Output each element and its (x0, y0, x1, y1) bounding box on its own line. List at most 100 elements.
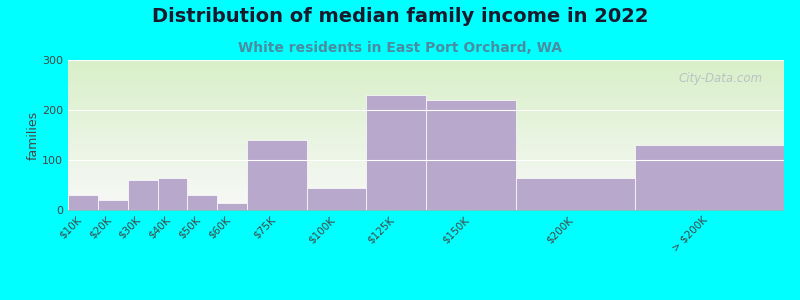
Bar (68, 109, 784, 110)
Bar (68, 118, 784, 119)
Bar (68, 101, 784, 102)
Bar (68, 84, 784, 85)
Bar (366, 95, 426, 210)
Bar (68, 199, 784, 200)
Bar (68, 208, 784, 209)
Bar (68, 126, 784, 127)
Text: City-Data.com: City-Data.com (678, 72, 762, 85)
Bar (68, 130, 784, 131)
Bar (68, 201, 784, 202)
Bar (68, 177, 784, 178)
Bar (68, 167, 784, 168)
Bar (68, 160, 784, 161)
Bar (68, 157, 784, 158)
Bar (68, 82, 784, 83)
Bar (68, 187, 784, 188)
Bar (68, 76, 784, 77)
Bar (68, 200, 784, 201)
Bar (68, 119, 784, 120)
Bar (68, 78, 784, 79)
Bar (68, 194, 784, 195)
Bar (68, 128, 784, 129)
Bar (68, 133, 784, 134)
Bar (635, 145, 784, 210)
Bar (68, 121, 784, 122)
Bar (68, 153, 784, 154)
Bar (68, 192, 784, 193)
Bar (68, 86, 784, 87)
Bar (68, 106, 784, 107)
Bar (68, 202, 784, 203)
Bar (68, 204, 784, 205)
Bar (68, 70, 784, 71)
Bar (68, 198, 784, 199)
Bar (68, 85, 784, 86)
Bar (68, 169, 784, 170)
Bar (68, 209, 784, 210)
Bar (68, 160, 784, 161)
Bar (68, 143, 784, 144)
Bar (68, 178, 784, 179)
Bar (68, 81, 784, 82)
Bar (68, 95, 784, 96)
Bar (68, 71, 784, 72)
Bar (68, 91, 784, 92)
Bar (68, 173, 784, 174)
Bar (68, 98, 784, 99)
Bar (128, 180, 158, 210)
Bar (68, 190, 784, 191)
Bar (68, 122, 784, 123)
Bar (68, 182, 784, 183)
Bar (68, 171, 784, 172)
Bar (68, 185, 784, 186)
Bar (68, 203, 784, 204)
Bar (68, 137, 784, 138)
Bar (68, 60, 784, 61)
Bar (68, 149, 784, 150)
Bar (68, 146, 784, 147)
Bar (68, 85, 784, 86)
Bar (68, 144, 784, 145)
Bar (68, 184, 784, 185)
Bar (68, 77, 784, 78)
Bar (68, 148, 784, 149)
Bar (68, 120, 784, 121)
Bar (68, 196, 784, 197)
Bar (68, 145, 784, 146)
Bar (68, 68, 784, 69)
Bar (68, 174, 784, 175)
Text: White residents in East Port Orchard, WA: White residents in East Port Orchard, WA (238, 40, 562, 55)
Bar (68, 163, 784, 164)
Bar (68, 117, 784, 118)
Bar (68, 61, 784, 62)
Bar (68, 69, 784, 70)
Bar (68, 136, 784, 137)
Bar (68, 66, 784, 67)
Bar (68, 123, 784, 124)
Bar (306, 188, 366, 210)
Bar (68, 150, 784, 151)
Bar (68, 162, 784, 163)
Bar (68, 107, 784, 108)
Bar (68, 92, 784, 93)
Bar (68, 64, 784, 65)
Bar (68, 134, 784, 135)
Bar (68, 179, 784, 180)
Bar (68, 93, 784, 94)
Bar (68, 83, 784, 84)
Bar (187, 195, 217, 210)
Bar (68, 105, 784, 106)
Bar (68, 88, 784, 89)
Bar (68, 89, 784, 90)
Bar (68, 181, 784, 182)
Bar (68, 191, 784, 192)
Bar (68, 110, 784, 111)
Bar (158, 178, 187, 210)
Bar (68, 100, 784, 101)
Bar (68, 205, 784, 206)
Bar (68, 152, 784, 153)
Bar (98, 200, 128, 210)
Bar (68, 154, 784, 155)
Bar (68, 159, 784, 160)
Bar (68, 87, 784, 88)
